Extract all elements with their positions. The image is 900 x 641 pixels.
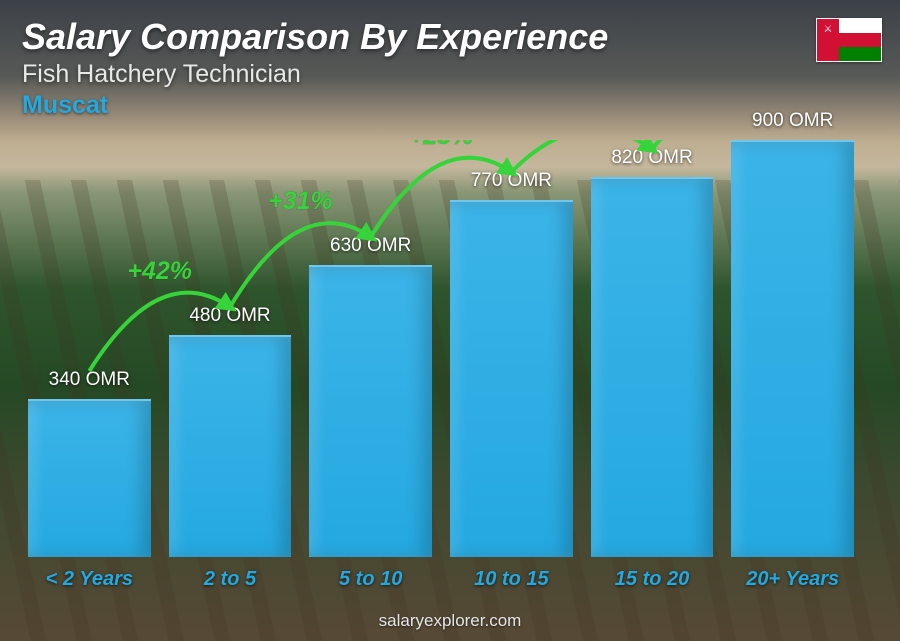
bar <box>28 399 151 557</box>
bar <box>169 335 292 557</box>
page-title: Salary Comparison By Experience <box>22 16 878 58</box>
bar <box>450 200 573 557</box>
bar <box>309 265 432 557</box>
x-axis-label: 5 to 10 <box>309 568 432 591</box>
footer-credit: salaryexplorer.com <box>0 611 900 631</box>
bar <box>731 140 854 557</box>
x-axis-label: 10 to 15 <box>450 568 573 591</box>
x-axis-label: 20+ Years <box>731 568 854 591</box>
bar-column: 820 OMR <box>591 177 714 557</box>
bar-column: 340 OMR <box>28 399 151 557</box>
salary-chart: 340 OMR480 OMR630 OMR770 OMR820 OMR900 O… <box>22 140 860 591</box>
bar-container: 340 OMR480 OMR630 OMR770 OMR820 OMR900 O… <box>22 140 860 557</box>
x-axis-label: < 2 Years <box>28 568 151 591</box>
bar-column: 770 OMR <box>450 200 573 557</box>
job-title: Fish Hatchery Technician <box>22 60 878 89</box>
bar-column: 900 OMR <box>731 140 854 557</box>
bar-column: 480 OMR <box>169 335 292 557</box>
x-axis-labels: < 2 Years 2 to 5 5 to 10 10 to 15 15 to 20 20… <box>22 568 860 591</box>
bar-column: 630 OMR <box>309 265 432 557</box>
flag-oman-icon: ⚔ <box>816 18 882 62</box>
x-axis-label: 15 to 20 <box>591 568 714 591</box>
bar <box>591 177 714 557</box>
header: Salary Comparison By Experience Fish Hat… <box>22 16 878 120</box>
x-axis-label: 2 to 5 <box>169 568 292 591</box>
